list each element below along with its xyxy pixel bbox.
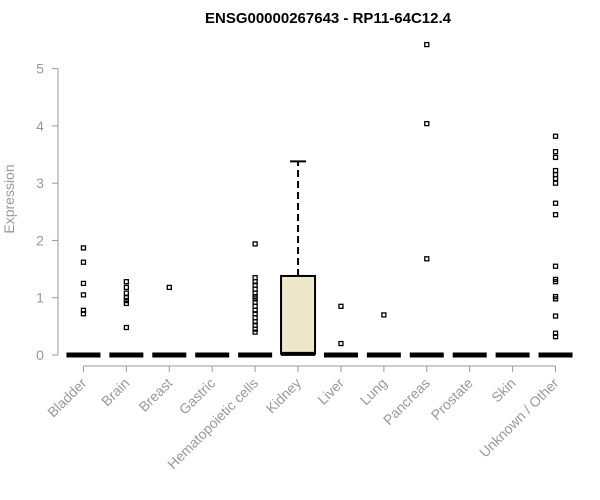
outlier-point	[123, 279, 130, 285]
y-tick-label: 3	[36, 175, 44, 191]
x-tick-label: Gastric	[176, 375, 219, 418]
outlier-point	[123, 300, 130, 307]
outlier-point	[552, 296, 559, 302]
outlier-point	[552, 175, 559, 182]
outlier-point	[552, 200, 559, 206]
outlier-point	[123, 284, 130, 291]
x-tick-label: Pancreas	[380, 375, 433, 428]
x-tick-label: Breast	[135, 375, 175, 415]
x-tick-label: Skin	[488, 375, 519, 406]
outlier-point	[123, 290, 130, 296]
outlier-point	[552, 334, 559, 340]
outlier-point	[552, 149, 559, 155]
outlier-point	[80, 311, 87, 317]
box-5	[280, 160, 317, 356]
outlier-point	[166, 284, 172, 291]
outlier-point	[552, 212, 559, 218]
x-tick-label: Brain	[98, 375, 132, 409]
x-tick-label: Lung	[357, 375, 390, 408]
y-tick-label: 2	[36, 232, 44, 248]
boxes	[66, 160, 573, 358]
outliers	[80, 41, 559, 347]
box-body	[280, 274, 317, 355]
outlier-point	[424, 256, 430, 262]
x-tick-label: Kidney	[263, 375, 305, 417]
y-tick-label: 5	[36, 61, 44, 77]
y-tick-label: 0	[36, 347, 44, 363]
y-axis-label: Expression	[1, 164, 17, 233]
x-tick-label: Prostate	[428, 375, 476, 423]
outlier-point	[552, 263, 559, 269]
x-tick-label: Bladder	[44, 375, 90, 421]
outlier-point	[552, 180, 559, 186]
outlier-point	[80, 280, 87, 287]
outlier-point	[424, 41, 430, 48]
outlier-point	[123, 297, 130, 304]
outlier-point	[80, 259, 87, 265]
y-tick-label: 1	[36, 290, 44, 306]
x-tick-label: Unknown / Other	[476, 375, 562, 461]
outlier-point	[424, 120, 430, 127]
outlier-point	[552, 154, 559, 161]
outlier-point	[381, 312, 387, 318]
outlier-point	[123, 324, 130, 331]
outlier-point	[338, 303, 344, 309]
outlier-point	[80, 245, 87, 251]
outlier-point	[123, 295, 130, 301]
outlier-point	[552, 133, 559, 139]
chart-title: ENSG00000267643 - RP11-64C12.4	[205, 10, 452, 27]
outlier-point	[552, 313, 559, 319]
y-tick-label: 4	[36, 118, 44, 134]
outlier-point	[252, 326, 258, 332]
outlier-point	[552, 279, 559, 285]
outlier-point	[80, 292, 87, 298]
outlier-point	[252, 329, 258, 335]
outlier-point	[252, 241, 258, 247]
outlier-point	[338, 340, 344, 347]
y-axis: 0 1 2 3 4 5	[36, 61, 59, 363]
x-tick-label: Liver	[314, 375, 347, 408]
